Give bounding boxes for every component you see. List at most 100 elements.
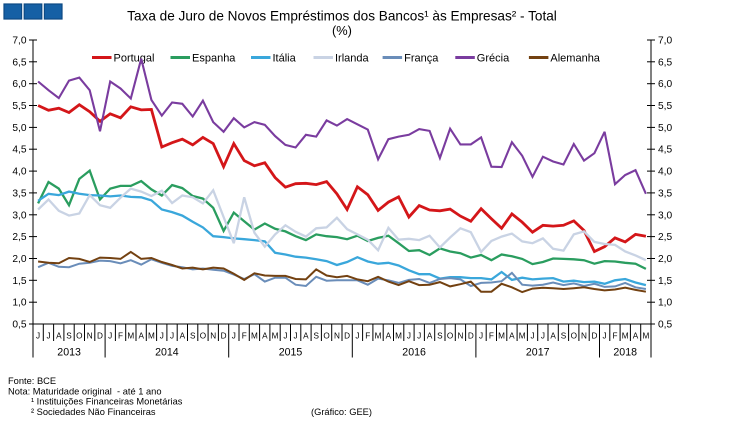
svg-text:J: J [232,332,236,341]
svg-text:O: O [323,332,329,341]
svg-text:S: S [66,332,72,341]
svg-text:6,5: 6,5 [658,57,672,68]
svg-text:A: A [509,332,515,341]
svg-text:2,0: 2,0 [12,254,26,265]
svg-text:S: S [437,332,443,341]
svg-text:J: J [170,332,174,341]
svg-text:J: J [541,332,545,341]
svg-text:N: N [210,332,216,341]
svg-text:A: A [550,332,556,341]
svg-text:M: M [375,332,382,341]
svg-text:6,0: 6,0 [12,79,26,90]
svg-text:Itália: Itália [273,53,297,65]
svg-text:O: O [200,332,206,341]
svg-text:3,0: 3,0 [12,210,26,221]
svg-text:A: A [180,332,186,341]
svg-text:3,5: 3,5 [658,188,672,199]
svg-text:7,0: 7,0 [12,36,26,47]
svg-text:J: J [417,332,421,341]
svg-text:1,0: 1,0 [658,298,672,309]
svg-text:M: M [395,332,402,341]
svg-text:M: M [519,332,526,341]
svg-text:Irlanda: Irlanda [335,53,370,65]
svg-text:Fonte: BCE: Fonte: BCE [8,376,56,386]
svg-text:M: M [127,332,134,341]
svg-text:M: M [251,332,258,341]
svg-text:3,0: 3,0 [658,210,672,221]
svg-text:J: J [407,332,411,341]
svg-text:S: S [561,332,567,341]
svg-text:J: J [283,332,287,341]
svg-text:1,5: 1,5 [658,276,672,287]
svg-text:O: O [571,332,577,341]
svg-text:Taxa de Juro de Novos Emprésti: Taxa de Juro de Novos Empréstimos dos Ba… [127,9,557,24]
svg-text:N: N [457,332,463,341]
svg-text:J: J [46,332,50,341]
svg-text:M: M [498,332,505,341]
svg-text:2016: 2016 [402,347,426,359]
svg-text:D: D [591,332,597,341]
svg-text:Grécia: Grécia [477,53,510,65]
svg-text:6,0: 6,0 [658,79,672,90]
svg-text:2017: 2017 [526,347,550,359]
svg-text:5,0: 5,0 [12,123,26,134]
svg-text:F: F [612,332,617,341]
svg-text:M: M [148,332,155,341]
svg-text:1,0: 1,0 [12,298,26,309]
svg-text:A: A [386,332,392,341]
svg-text:Alemanha: Alemanha [550,53,600,65]
svg-text:D: D [344,332,350,341]
svg-text:5,5: 5,5 [658,101,672,112]
svg-text:N: N [334,332,340,341]
svg-text:A: A [427,332,433,341]
svg-text:J: J [108,332,112,341]
svg-text:D: D [221,332,227,341]
svg-text:A: A [138,332,144,341]
svg-text:J: J [36,332,40,341]
svg-text:A: A [56,332,62,341]
svg-text:S: S [190,332,196,341]
svg-text:M: M [642,332,649,341]
svg-text:1,5: 1,5 [12,276,26,287]
svg-text:J: J [160,332,164,341]
svg-text:3,5: 3,5 [12,188,26,199]
svg-text:D: D [97,332,103,341]
svg-text:J: J [603,332,607,341]
svg-text:M: M [622,332,629,341]
svg-text:2,5: 2,5 [658,232,672,243]
svg-text:O: O [447,332,453,341]
svg-text:4,0: 4,0 [12,167,26,178]
svg-text:4,5: 4,5 [12,145,26,156]
svg-text:Espanha: Espanha [192,53,236,65]
svg-text:França: França [404,53,439,65]
svg-text:Portugal: Portugal [114,53,155,65]
svg-text:M: M [272,332,279,341]
svg-text:2015: 2015 [279,347,303,359]
svg-text:4,5: 4,5 [658,145,672,156]
svg-text:2018: 2018 [613,347,637,359]
svg-text:J: J [355,332,359,341]
svg-text:F: F [242,332,247,341]
svg-text:2014: 2014 [155,347,179,359]
svg-text:N: N [581,332,587,341]
svg-text:A: A [633,332,639,341]
svg-text:2,5: 2,5 [12,232,26,243]
svg-text:¹ Instituições Financeiras Mon: ¹ Instituições Financeiras Monetárias [31,397,183,407]
svg-text:A: A [262,332,268,341]
svg-text:0,5: 0,5 [658,320,672,331]
svg-text:O: O [76,332,82,341]
svg-text:Nota: Maturidade original - a: Nota: Maturidade original - até 1 ano [8,387,162,397]
svg-text:F: F [489,332,494,341]
svg-text:2,0: 2,0 [658,254,672,265]
svg-text:(%): (%) [332,23,352,38]
svg-text:N: N [87,332,93,341]
svg-text:7,0: 7,0 [658,36,672,47]
svg-text:2013: 2013 [57,347,81,359]
svg-text:4,0: 4,0 [658,167,672,178]
svg-text:J: J [294,332,298,341]
svg-text:(Gráfico: GEE): (Gráfico: GEE) [311,407,372,417]
svg-text:F: F [365,332,370,341]
svg-text:5,0: 5,0 [658,123,672,134]
svg-text:0,5: 0,5 [12,320,26,331]
svg-text:J: J [530,332,534,341]
